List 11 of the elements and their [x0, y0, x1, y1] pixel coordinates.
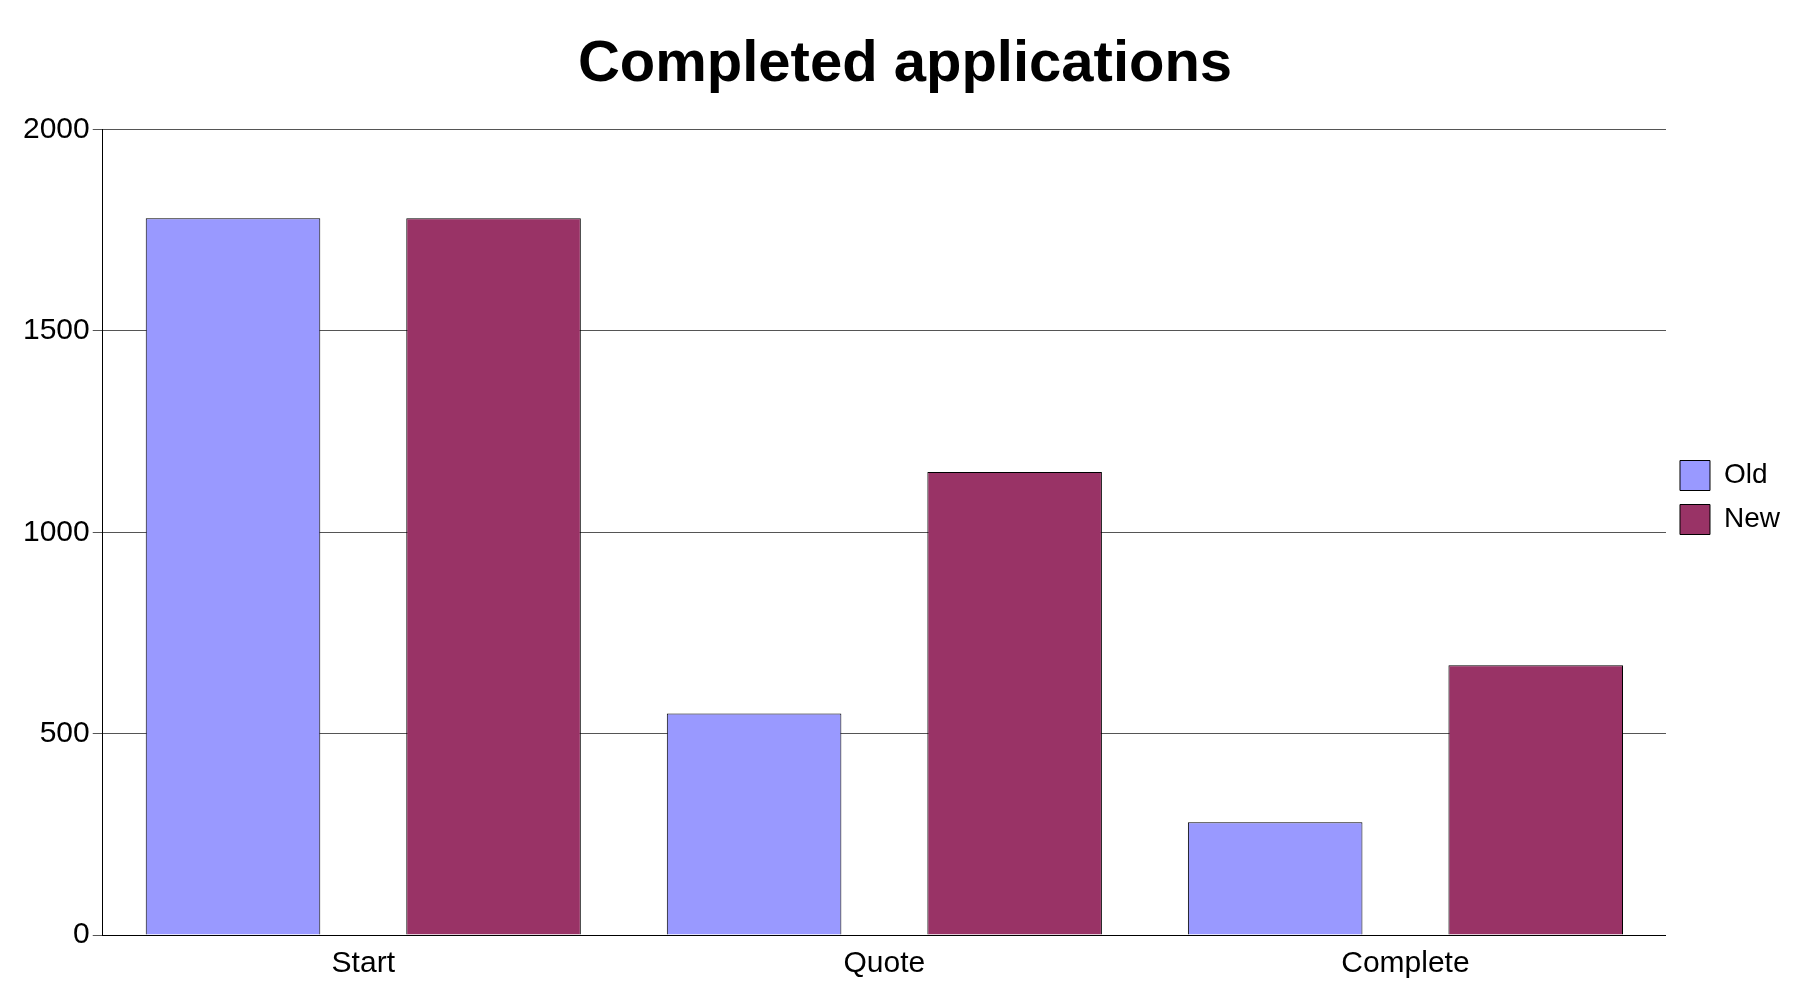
x-tick-label: Complete: [1341, 945, 1470, 979]
legend-label: Old: [1723, 458, 1768, 490]
chart-title: Completed applications: [577, 27, 1233, 93]
legend-label: New: [1723, 502, 1781, 534]
x-tick-label: Start: [331, 945, 396, 979]
y-tick-label: 0: [73, 916, 90, 950]
y-tick-label: 1000: [22, 513, 90, 547]
x-tick-label: Quote: [843, 945, 926, 979]
y-tick-label: 2000: [22, 110, 90, 144]
y-tick-label: 500: [39, 714, 90, 748]
y-tick-label: 1500: [22, 312, 90, 346]
